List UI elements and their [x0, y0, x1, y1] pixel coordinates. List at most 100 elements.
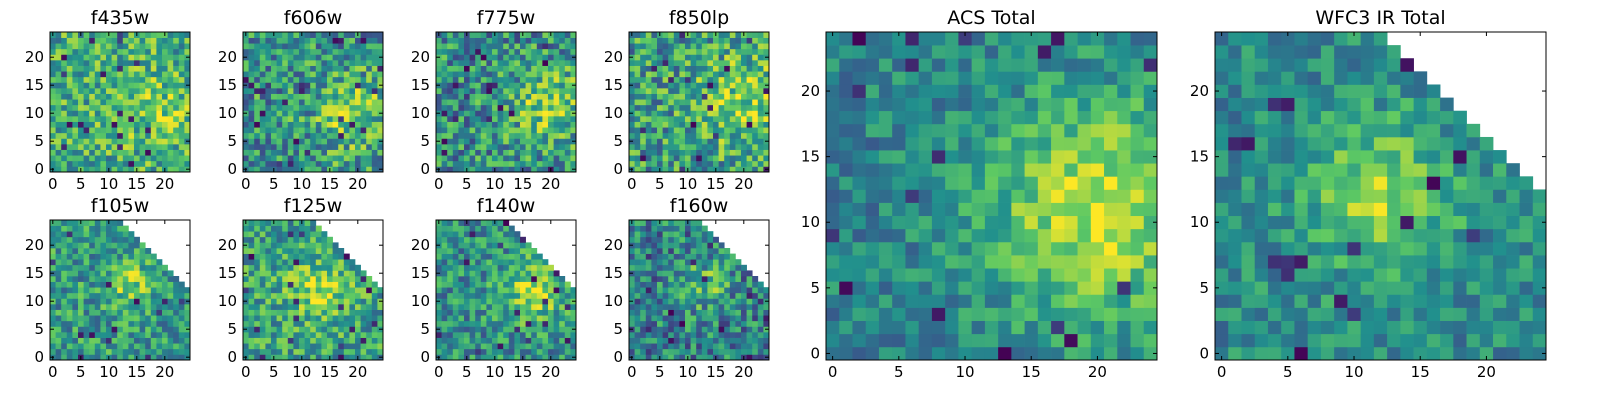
heatmap-cell — [480, 343, 487, 350]
heatmap-cell — [377, 37, 384, 44]
heatmap-cell — [564, 149, 571, 156]
heatmap-cell — [475, 292, 482, 299]
heatmap-cell — [508, 110, 515, 117]
heatmap-cell — [492, 337, 498, 344]
heatmap-cell — [685, 116, 691, 122]
heatmap-cell — [645, 160, 652, 167]
y-tick-label: 0 — [227, 160, 237, 178]
heatmap-cell — [673, 99, 680, 106]
heatmap-cell — [243, 144, 249, 150]
heatmap-cell — [447, 110, 454, 117]
heatmap-cell — [377, 287, 384, 294]
heatmap-cell — [662, 332, 669, 338]
heatmap-cell — [729, 32, 736, 38]
heatmap-cell — [757, 138, 764, 145]
heatmap-cell — [735, 281, 742, 288]
heatmap-cell — [139, 253, 146, 260]
heatmap-cell — [315, 292, 322, 299]
heatmap-cell — [696, 104, 703, 111]
x-tick-label: 15 — [513, 363, 532, 381]
heatmap-cell — [651, 220, 658, 226]
heatmap-cell — [310, 242, 317, 249]
heatmap-cell — [259, 65, 266, 72]
heatmap-cell — [304, 320, 311, 327]
heatmap-cell — [525, 166, 532, 173]
heatmap-cell — [492, 104, 498, 111]
heatmap-cell — [248, 242, 255, 249]
heatmap-cell — [536, 155, 543, 162]
heatmap-cell — [508, 88, 515, 94]
heatmap-cell — [338, 264, 345, 271]
heatmap-cell — [265, 281, 272, 288]
heatmap-cell — [89, 82, 96, 89]
heatmap-cell — [645, 71, 652, 78]
heatmap-cell — [452, 220, 459, 226]
heatmap-cell — [343, 343, 350, 350]
heatmap-cell — [520, 121, 526, 128]
heatmap-cell — [441, 116, 448, 122]
heatmap-cell — [464, 88, 470, 94]
heatmap-cell — [243, 43, 249, 50]
heatmap-cell — [629, 248, 635, 254]
heatmap-cell — [475, 343, 482, 350]
heatmap-cell — [366, 54, 373, 61]
heatmap-cell — [701, 144, 708, 150]
heatmap-cell — [184, 343, 191, 350]
heatmap-cell — [122, 287, 129, 294]
heatmap-cell — [128, 315, 135, 322]
heatmap-cell — [662, 138, 669, 145]
heatmap-cell — [458, 82, 465, 89]
heatmap-cell — [763, 332, 770, 338]
heatmap-cell — [707, 248, 714, 254]
heatmap-cell — [553, 110, 560, 117]
heatmap-cell — [134, 315, 140, 322]
heatmap-cell — [458, 231, 465, 238]
heatmap-cell — [480, 155, 487, 162]
heatmap-cell — [685, 93, 691, 100]
heatmap-cell — [735, 270, 742, 277]
heatmap-cell — [276, 270, 283, 277]
heatmap-cell — [287, 110, 294, 117]
heatmap-cell — [657, 259, 663, 266]
heatmap-cell — [167, 37, 174, 44]
heatmap-cell — [293, 48, 300, 55]
heatmap-cell — [645, 127, 652, 134]
heatmap-cell — [106, 104, 112, 111]
heatmap-cell — [271, 104, 277, 111]
heatmap-cell — [321, 242, 328, 249]
heatmap-cell — [78, 309, 84, 316]
heatmap-cell — [66, 248, 73, 254]
heatmap-cell — [304, 315, 311, 322]
heatmap-cell — [685, 315, 691, 322]
heatmap-cell — [366, 354, 373, 361]
heatmap-cell — [685, 242, 691, 249]
heatmap-cell — [735, 48, 742, 55]
heatmap-cell — [100, 348, 107, 355]
heatmap-cell — [55, 149, 62, 156]
heatmap-cell — [713, 104, 719, 111]
heatmap-cell — [145, 276, 152, 282]
heatmap-cell — [50, 127, 56, 134]
heatmap-cell — [486, 281, 493, 288]
heatmap-cell — [122, 144, 129, 150]
heatmap-cell — [287, 99, 294, 106]
heatmap-cell — [106, 332, 112, 338]
heatmap-cell — [349, 348, 356, 355]
heatmap-cell — [645, 82, 652, 89]
heatmap-cell — [55, 225, 62, 232]
heatmap-cell — [486, 127, 493, 134]
heatmap-cell — [100, 32, 107, 38]
heatmap-cell — [657, 242, 663, 249]
heatmap-cell — [100, 43, 107, 50]
heatmap-cell — [162, 270, 168, 277]
heatmap-cell — [55, 270, 62, 277]
heatmap-cell — [61, 264, 68, 271]
heatmap-cell — [525, 65, 532, 72]
heatmap-cell — [310, 348, 317, 355]
heatmap-cell — [134, 309, 140, 316]
heatmap-cell — [520, 48, 526, 55]
heatmap-cell — [248, 287, 255, 294]
heatmap-cell — [78, 253, 84, 260]
heatmap-cell — [486, 37, 493, 44]
heatmap-cell — [128, 276, 135, 282]
